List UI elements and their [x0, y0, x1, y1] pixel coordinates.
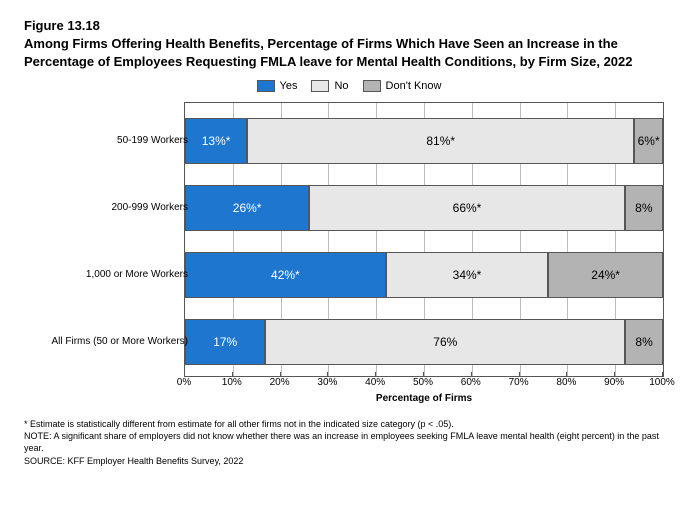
bar-segment: 81%*	[247, 118, 634, 164]
legend-label: No	[334, 80, 348, 92]
legend-item: No	[311, 80, 348, 92]
legend-swatch	[311, 80, 329, 92]
bar-segment: 17%	[185, 319, 265, 365]
x-tick-label: 10%	[222, 377, 242, 388]
x-tick-label: 70%	[509, 377, 529, 388]
bar-segment: 24%*	[548, 252, 663, 298]
legend: Yes No Don't Know	[24, 80, 674, 92]
bar-value-label: 8%	[635, 335, 652, 349]
x-tick-label: 30%	[317, 377, 337, 388]
figure-container: Figure 13.18 Among Firms Offering Health…	[0, 0, 698, 477]
bar-segment: 26%*	[185, 185, 309, 231]
bar-value-label: 17%	[213, 335, 237, 349]
x-axis-ticks: 0%10%20%30%40%50%60%70%80%90%100%	[184, 377, 664, 391]
category-label: 50-199 Workers	[28, 135, 188, 146]
bar-value-label: 42%*	[271, 268, 300, 282]
x-tick-label: 100%	[649, 377, 675, 388]
bar-value-label: 13%*	[202, 134, 231, 148]
bar-value-label: 34%*	[453, 268, 482, 282]
bar-row: 17% 76% 8%	[185, 319, 663, 365]
footnote-significance: * Estimate is statistically different fr…	[24, 418, 674, 430]
x-tick-label: 40%	[365, 377, 385, 388]
bar-row: 13%* 81%* 6%*	[185, 118, 663, 164]
category-label: All Firms (50 or More Workers)	[28, 336, 188, 347]
bar-segment: 8%	[625, 319, 663, 365]
figure-title: Among Firms Offering Health Benefits, Pe…	[24, 35, 664, 70]
legend-item: Yes	[257, 80, 298, 92]
footnote-source: SOURCE: KFF Employer Health Benefits Sur…	[24, 455, 674, 467]
legend-label: Yes	[280, 80, 298, 92]
category-label: 1,000 or More Workers	[28, 269, 188, 280]
bar-segment: 66%*	[309, 185, 624, 231]
x-tick-label: 90%	[604, 377, 624, 388]
bar-segment: 42%*	[185, 252, 386, 298]
legend-swatch	[257, 80, 275, 92]
bar-segment: 13%*	[185, 118, 247, 164]
bar-row: 26%* 66%* 8%	[185, 185, 663, 231]
footnote-note: NOTE: A significant share of employers d…	[24, 430, 674, 454]
bar-value-label: 26%*	[233, 201, 262, 215]
bar-value-label: 76%	[433, 335, 457, 349]
legend-label: Don't Know	[386, 80, 442, 92]
bar-value-label: 8%	[635, 201, 652, 215]
x-tick-label: 60%	[461, 377, 481, 388]
bar-segment: 34%*	[386, 252, 549, 298]
bar-value-label: 66%*	[453, 201, 482, 215]
bar-row: 42%* 34%* 24%*	[185, 252, 663, 298]
bar-segment: 6%*	[634, 118, 663, 164]
chart-area: 13%* 81%* 6%* 26%* 66%* 8% 42%* 34%* 24%* 17% 76% 8…	[184, 102, 664, 377]
legend-swatch	[363, 80, 381, 92]
x-tick-label: 20%	[270, 377, 290, 388]
bar-value-label: 81%*	[426, 134, 455, 148]
x-axis-title: Percentage of Firms	[184, 393, 664, 404]
footnotes: * Estimate is statistically different fr…	[24, 418, 674, 467]
x-tick-label: 50%	[413, 377, 433, 388]
bar-value-label: 24%*	[591, 268, 620, 282]
bar-segment: 8%	[625, 185, 663, 231]
bar-value-label: 6%*	[638, 134, 660, 148]
category-label: 200-999 Workers	[28, 202, 188, 213]
figure-number: Figure 13.18	[24, 18, 674, 33]
bar-segment: 76%	[265, 319, 625, 365]
x-tick-label: 0%	[177, 377, 191, 388]
x-tick-label: 80%	[556, 377, 576, 388]
legend-item: Don't Know	[363, 80, 442, 92]
